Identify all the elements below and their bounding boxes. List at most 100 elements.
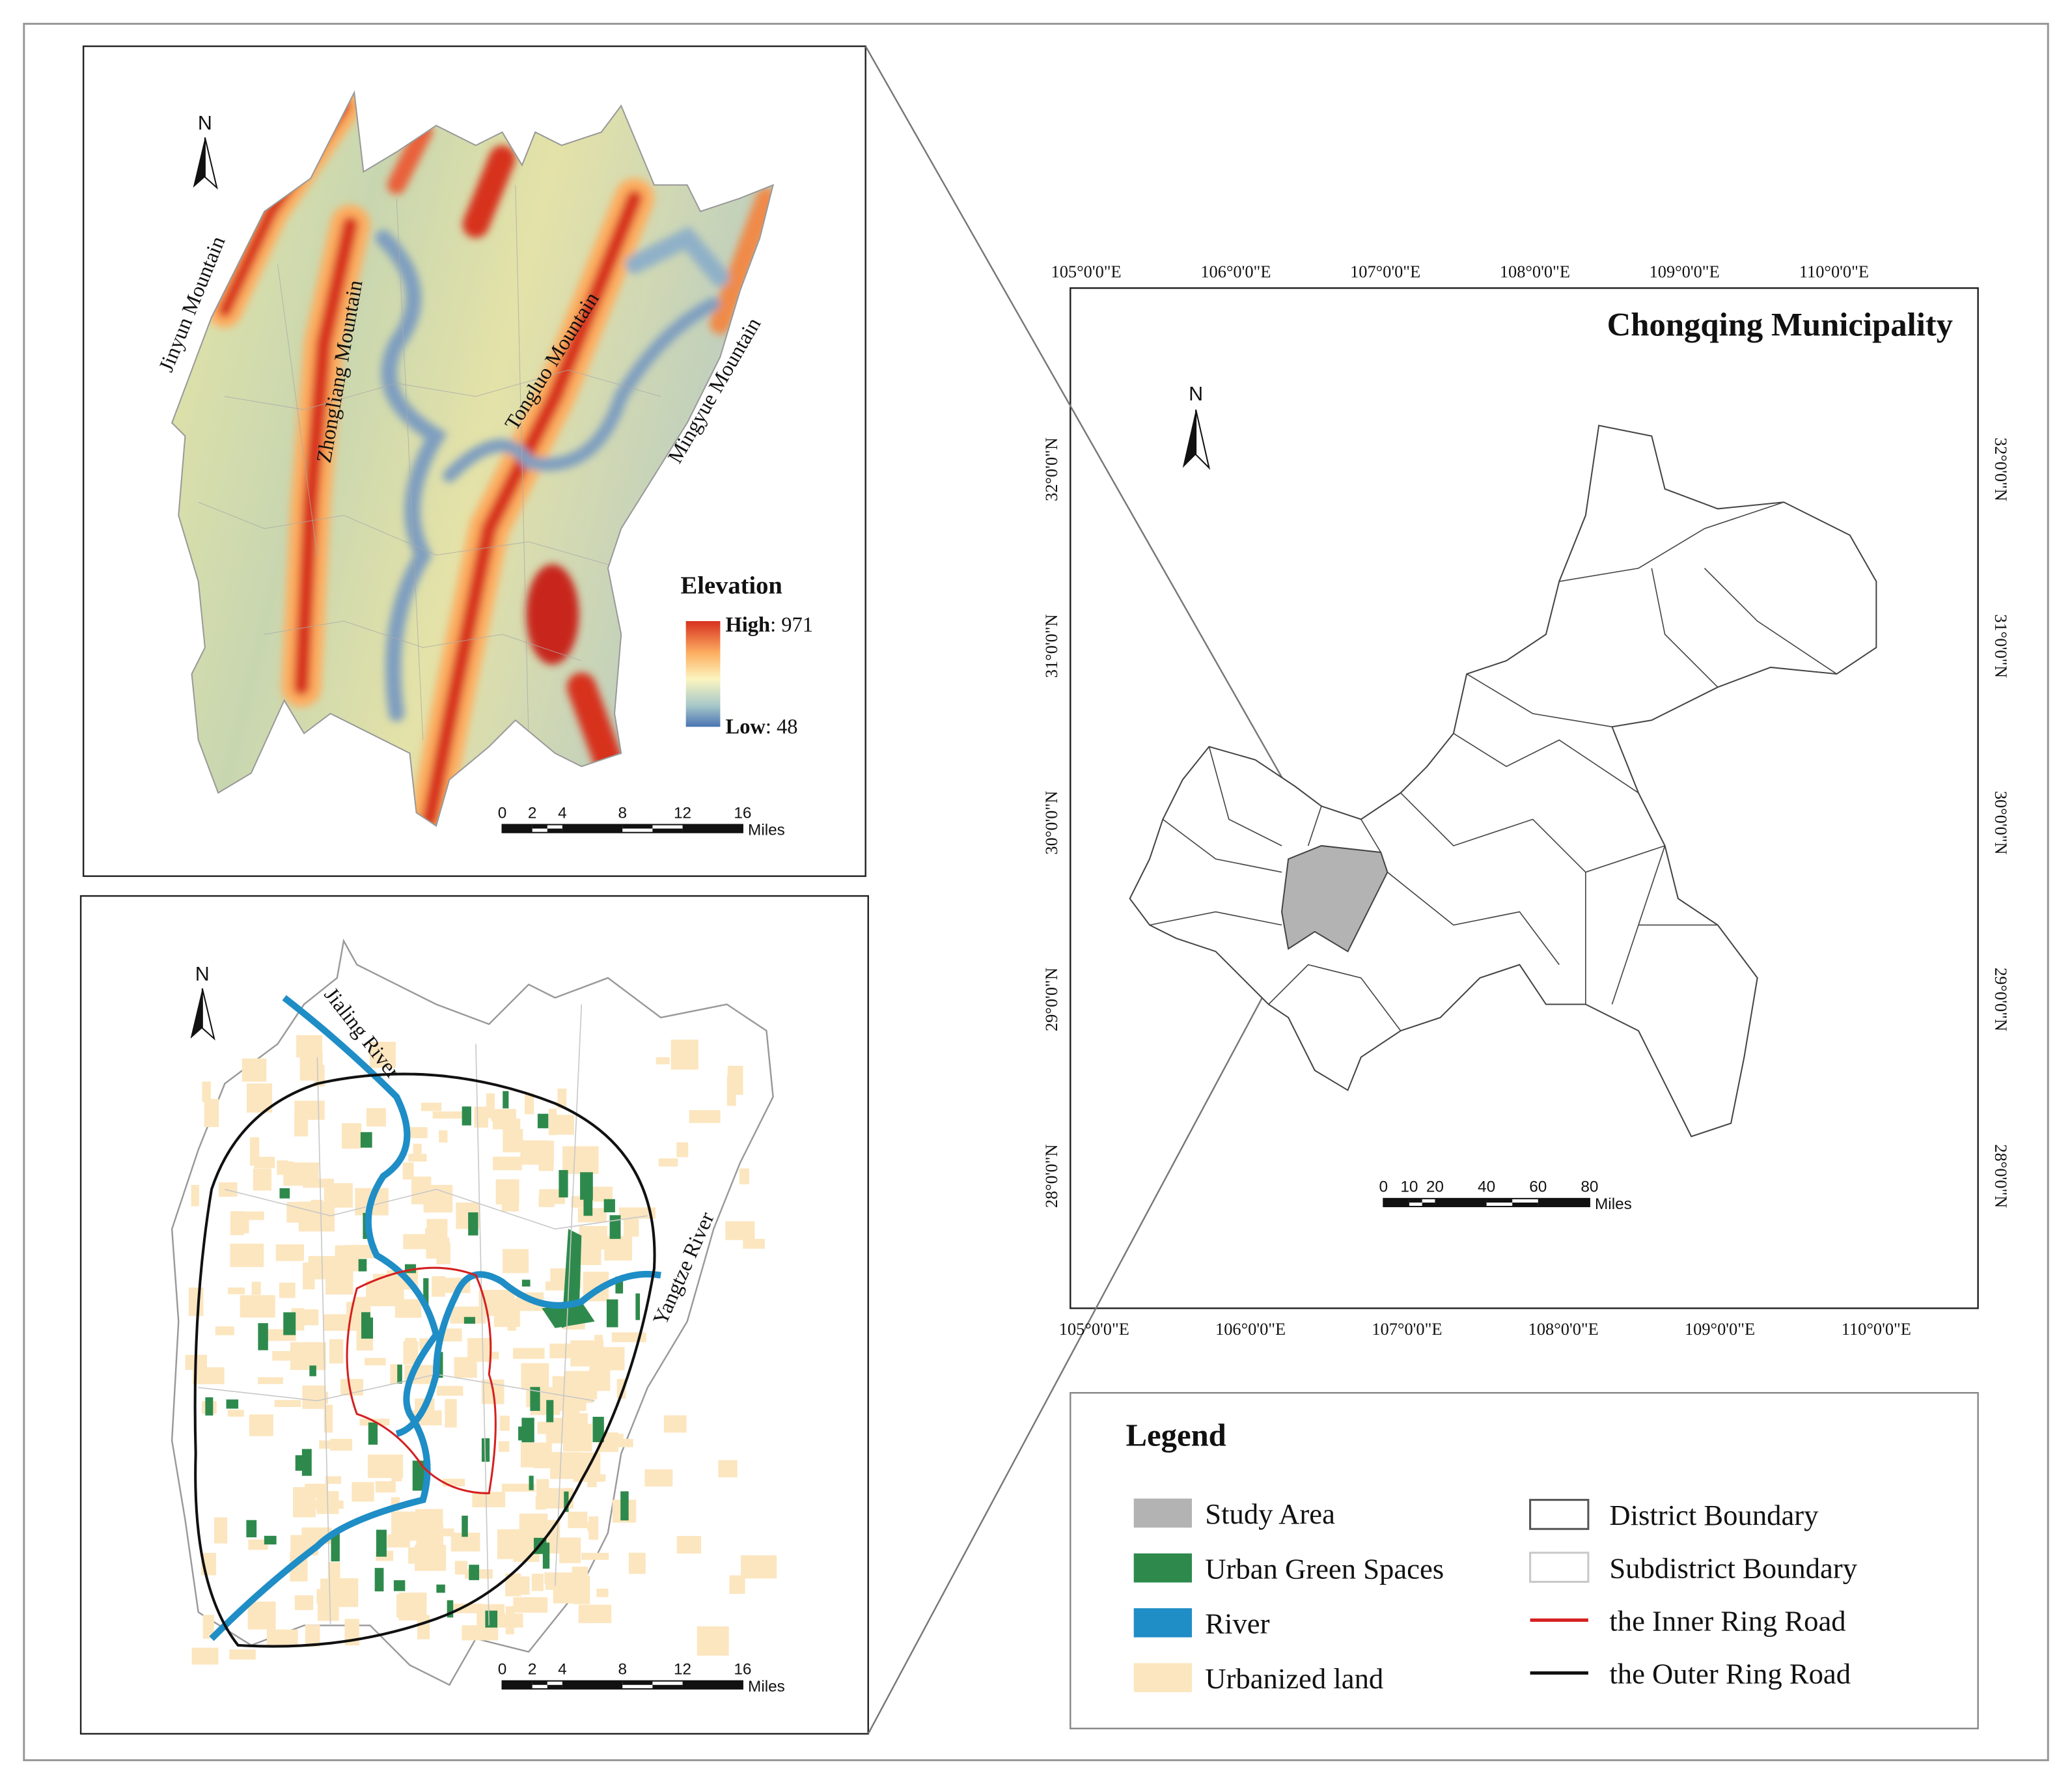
urbanized-patch: [366, 1108, 386, 1127]
lat-label: 30°0'0"N: [1042, 791, 1061, 855]
urbanized-patch: [741, 1555, 777, 1579]
green-space: [358, 1259, 367, 1272]
low-value: : 48: [766, 715, 798, 738]
urbanized-patch: [302, 1385, 326, 1409]
green-space: [463, 1317, 475, 1324]
urbanized-patch: [743, 1238, 765, 1249]
scale-tick-label: 16: [734, 804, 751, 822]
urbanized-patch: [553, 1586, 575, 1604]
urbanized-patch: [472, 1492, 506, 1508]
urbanized-patch: [557, 1088, 567, 1109]
urbanized-patch: [204, 1098, 219, 1127]
scale-segment: [502, 1680, 532, 1689]
urbanized-patch: [513, 1597, 548, 1613]
green-space: [635, 1293, 641, 1320]
green-space: [609, 1215, 621, 1239]
urbanized-patch: [493, 1156, 522, 1171]
lon-label: 108°0'0"E: [1500, 262, 1570, 281]
legend-label: Urbanized land: [1205, 1662, 1383, 1695]
green-space: [542, 1542, 550, 1569]
lon-label: 106°0'0"E: [1215, 1319, 1286, 1339]
lon-label: 107°0'0"E: [1350, 262, 1420, 281]
urbanized-patch: [718, 1460, 738, 1478]
green-space: [469, 1565, 480, 1580]
green-space: [361, 1312, 370, 1326]
urbanized-patch: [329, 1339, 344, 1364]
lon-label: 105°0'0"E: [1059, 1319, 1129, 1339]
green-space: [412, 1460, 426, 1491]
scale-segment: [547, 1684, 562, 1689]
urbanized-patch: [578, 1604, 612, 1623]
urbanized-patch: [375, 1481, 396, 1493]
urbanized-patch: [403, 1341, 419, 1365]
urbanized-patch: [436, 1242, 450, 1264]
lon-label: 109°0'0"E: [1685, 1319, 1755, 1339]
urbanized-patch: [531, 1574, 544, 1591]
scale-tick-label: 16: [734, 1661, 751, 1679]
low-label: Low: [726, 715, 766, 738]
outer-ring-road: [193, 1072, 656, 1648]
urbanized-patch: [275, 1244, 305, 1261]
scale-unit: Miles: [748, 822, 785, 839]
urbanized-patch: [498, 1441, 510, 1452]
lon-label: 110°0'0"E: [1842, 1319, 1911, 1339]
landuse-layers: [185, 995, 777, 1665]
urbanized-patch: [474, 1106, 488, 1128]
study-area: [1280, 844, 1388, 953]
urbanized-patch: [604, 1236, 632, 1261]
scale-segment: [682, 1680, 743, 1689]
urbanized-patch: [300, 1036, 310, 1054]
urbanized-patch: [445, 1399, 457, 1428]
elevation-outline: [171, 90, 775, 828]
legend-swatch: [1133, 1498, 1192, 1528]
lat-label: 29°0'0"N: [1991, 968, 2011, 1031]
urbanized-patch: [279, 1283, 296, 1298]
urbanized-patch: [387, 1534, 410, 1548]
urbanized-patch: [726, 1076, 736, 1106]
urbanized-patch: [658, 1158, 678, 1167]
graticule-labels: 105°0'0"E 105°0'0"E 106°0'0"E 106°0'0"E 107°…: [1042, 262, 2011, 1339]
lat-label: 32°0'0"N: [1991, 438, 2011, 501]
urbanized-patch: [228, 1410, 244, 1417]
urbanized-patch: [549, 1343, 579, 1359]
urbanized-patch: [249, 1137, 260, 1166]
urbanized-patch: [521, 1524, 536, 1545]
legend-label: District Boundary: [1609, 1499, 1819, 1531]
urbanized-patch: [689, 1109, 721, 1123]
urbanized-patch: [725, 1221, 755, 1240]
green-space: [485, 1610, 498, 1628]
urbanized-patch: [342, 1123, 362, 1149]
scale-segment: [547, 828, 562, 833]
lat-label: 31°0'0"N: [1042, 614, 1061, 678]
urbanized-patch: [573, 1452, 601, 1479]
scale-tick-label: 60: [1529, 1178, 1547, 1196]
connector-line: [864, 46, 1316, 836]
urbanized-patch: [192, 1367, 225, 1384]
urbanized-patch: [202, 1081, 211, 1102]
urbanized-patch: [499, 1415, 510, 1431]
lon-label: 106°0'0"E: [1200, 262, 1271, 281]
scale-tick-label: 4: [558, 1661, 567, 1679]
green-space: [615, 1276, 624, 1294]
urbanized-patch: [390, 1364, 399, 1384]
green-space: [521, 1417, 534, 1443]
scale-segment: [1422, 1202, 1435, 1207]
high-label: High: [726, 613, 771, 637]
scale-segment: [1486, 1198, 1513, 1203]
urbanized-patch: [280, 1161, 294, 1173]
urbanized-patch: [501, 1483, 536, 1492]
urbanized-patch: [572, 1567, 588, 1587]
urbanized-patch: [230, 1211, 244, 1236]
urbanized-patch: [523, 1363, 545, 1384]
urbanized-patch: [644, 1469, 673, 1487]
urbanized-patch: [536, 1479, 549, 1507]
urbanized-patch: [442, 1479, 465, 1486]
north-arrow: [201, 988, 215, 1041]
elevation-legend-title: Elevation: [681, 572, 782, 599]
green-space: [258, 1323, 268, 1350]
urbanized-patch: [497, 1529, 520, 1559]
green-space: [564, 1491, 569, 1512]
urbanized-patch: [398, 1592, 427, 1621]
urbanized-patch: [254, 1156, 275, 1169]
inner-ring-road: [346, 1266, 497, 1495]
